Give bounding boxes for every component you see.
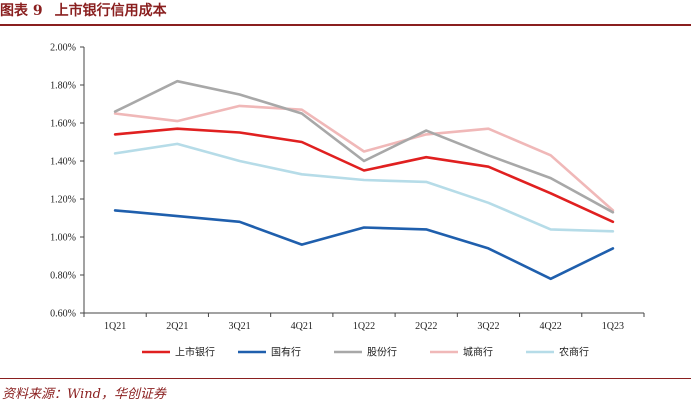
legend-label: 城商行 bbox=[463, 346, 493, 359]
x-tick-label: 2Q22 bbox=[415, 321, 437, 332]
y-tick-label: 1.00% bbox=[50, 233, 76, 244]
legend-label: 股份行 bbox=[367, 346, 397, 359]
x-tick-label: 3Q22 bbox=[477, 321, 499, 332]
y-tick-label: 1.20% bbox=[50, 195, 76, 206]
line-chart: 0.60% 0.80% 1.00% 1.20% 1.40% 1.60% 1.80% 2.00%… bbox=[50, 43, 645, 359]
figure-title-text: 上市银行信用成本 bbox=[54, 3, 167, 19]
series-line bbox=[113, 127, 615, 224]
figure-label: 图表 9 bbox=[0, 3, 43, 19]
x-tick-label: 4Q22 bbox=[540, 321, 562, 332]
y-tick-label: 2.00% bbox=[50, 43, 76, 54]
legend-label: 国有行 bbox=[271, 346, 301, 359]
source-note: 资料来源：Wind，华创证券 bbox=[2, 387, 166, 402]
series-line bbox=[113, 209, 615, 281]
x-tick-label: 2Q21 bbox=[166, 321, 188, 332]
y-tick-label: 1.80% bbox=[50, 81, 76, 92]
y-tick-label: 1.60% bbox=[50, 119, 76, 130]
y-tick-label: 0.60% bbox=[50, 309, 76, 320]
figure-title: 图表 9 上市银行信用成本 bbox=[0, 0, 167, 22]
x-tick-label: 1Q22 bbox=[353, 321, 375, 332]
x-tick-label: 4Q21 bbox=[291, 321, 313, 332]
x-tick-label: 3Q21 bbox=[228, 321, 250, 332]
legend-label: 农商行 bbox=[559, 346, 589, 359]
series-line bbox=[113, 104, 615, 212]
x-tick-label: 1Q21 bbox=[104, 321, 126, 332]
x-tick-label: 1Q23 bbox=[602, 321, 624, 332]
y-tick-label: 0.80% bbox=[50, 271, 76, 282]
legend-label: 上市银行 bbox=[175, 346, 215, 359]
source-rule bbox=[0, 378, 691, 379]
title-rule bbox=[0, 24, 691, 26]
series-line bbox=[113, 79, 615, 214]
series-line bbox=[113, 142, 615, 233]
y-tick-label: 1.40% bbox=[50, 157, 76, 168]
